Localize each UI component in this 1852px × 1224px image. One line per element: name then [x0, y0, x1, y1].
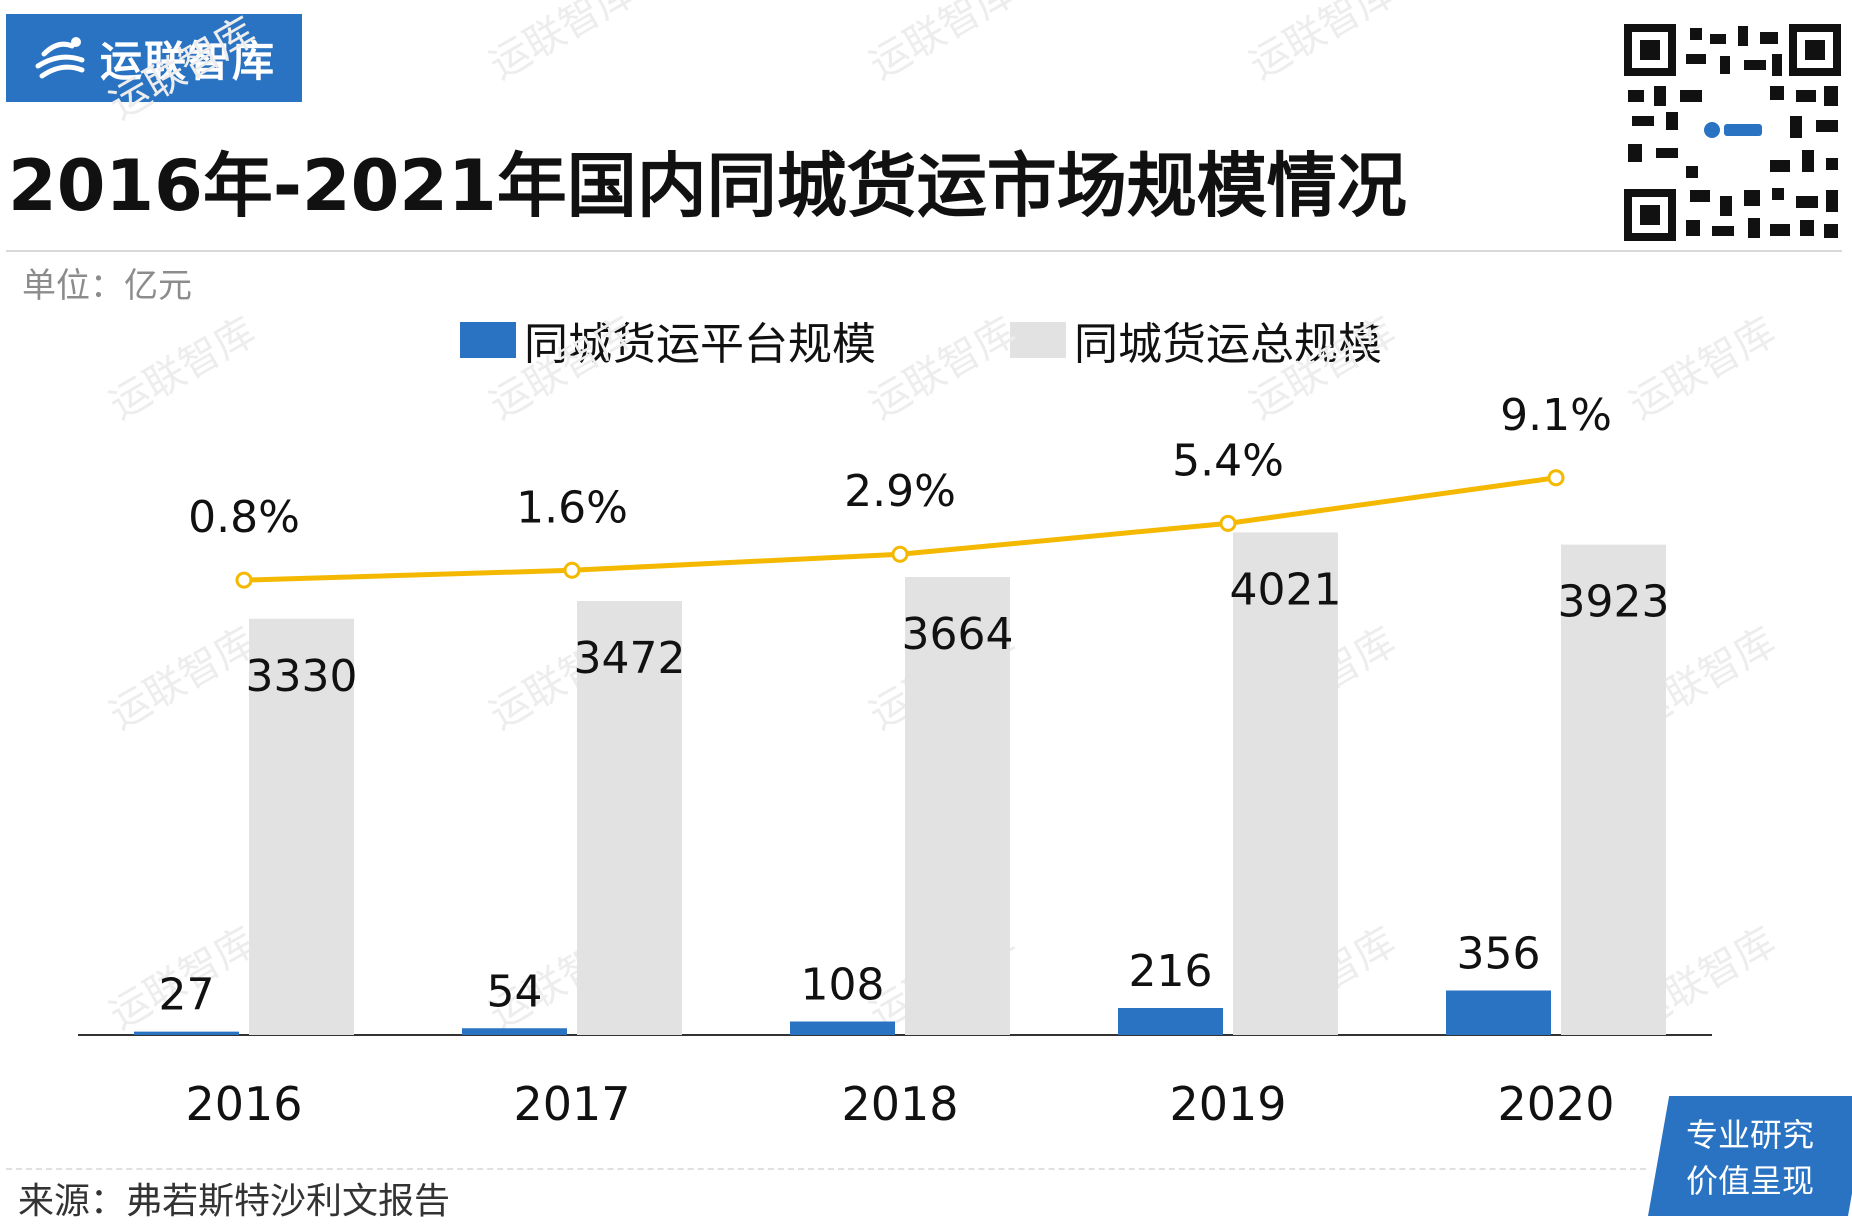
- penetration-label-2016: 0.8%: [188, 492, 300, 543]
- penetration-point-2018: [891, 545, 909, 563]
- label-platform-2018: 108: [801, 960, 885, 1011]
- legend-label-total: 同城货运总规模: [1074, 319, 1382, 370]
- x-tick-2020: 2020: [1497, 1077, 1614, 1131]
- bar-total-2017: [577, 601, 682, 1035]
- bar-total-2016: [249, 618, 354, 1035]
- penetration-label-2019: 5.4%: [1172, 435, 1284, 486]
- bar-platform-2019: [1118, 1008, 1223, 1035]
- page-title: 2016年-2021年国内同城货运市场规模情况: [8, 145, 1407, 227]
- watermark-text-1: 运联智库: [482, 0, 644, 89]
- penetration-label-2017: 1.6%: [516, 482, 628, 533]
- watermark-text-4: 运联智库: [102, 309, 264, 429]
- label-total-2019: 4021: [1230, 564, 1342, 615]
- x-tick-2016: 2016: [185, 1077, 302, 1131]
- unit-label: 单位：亿元: [22, 266, 192, 306]
- penetration-point-2016: [235, 571, 253, 589]
- label-platform-2016: 27: [159, 970, 215, 1021]
- label-platform-2020: 356: [1457, 929, 1541, 980]
- label-total-2020: 3923: [1558, 577, 1670, 628]
- brand-logo-icon: [35, 37, 85, 79]
- penetration-point-2020: [1547, 469, 1565, 487]
- title-divider: [6, 250, 1842, 252]
- bar-platform-2020: [1446, 990, 1551, 1035]
- label-platform-2017: 54: [487, 966, 543, 1017]
- qr-code-icon: [1620, 20, 1845, 245]
- penetration-label-2020: 9.1%: [1500, 390, 1612, 441]
- watermark-text-3: 运联智库: [1242, 0, 1404, 89]
- penetration-label-2018: 2.9%: [844, 466, 956, 517]
- penetration-point-2017: [563, 561, 581, 579]
- bar-total-2018: [905, 577, 1010, 1035]
- label-total-2018: 3664: [902, 609, 1014, 660]
- brand-name: 运联智库: [100, 36, 277, 86]
- slogan-line-2: 价值呈现: [1685, 1162, 1814, 1200]
- watermark-text-2: 运联智库: [862, 0, 1024, 89]
- legend-swatch-total: [1010, 322, 1066, 358]
- label-total-2016: 3330: [246, 651, 358, 702]
- brand-banner: 运联智库: [6, 14, 302, 102]
- label-platform-2019: 216: [1129, 946, 1213, 997]
- watermark-text-9: 运联智库: [102, 619, 264, 739]
- label-total-2017: 3472: [574, 633, 686, 684]
- source-text: 来源：弗若斯特沙利文报告: [18, 1181, 451, 1222]
- watermark-text-6: 运联智库: [862, 309, 1024, 429]
- x-tick-2019: 2019: [1169, 1077, 1286, 1131]
- watermark-text-8: 运联智库: [1622, 309, 1784, 429]
- bar-platform-2017: [462, 1028, 567, 1035]
- x-tick-2018: 2018: [841, 1077, 958, 1131]
- bar-total-2020: [1561, 544, 1666, 1035]
- x-tick-2017: 2017: [513, 1077, 630, 1131]
- bar-total-2019: [1233, 532, 1338, 1035]
- bottom-divider: [6, 1168, 1646, 1170]
- penetration-point-2019: [1219, 514, 1237, 532]
- slogan-line-1: 专业研究: [1685, 1116, 1814, 1154]
- bar-platform-2018: [790, 1021, 895, 1035]
- watermark-text-7: 运联智库: [1242, 309, 1404, 429]
- watermark-text-5: 运联智库: [482, 309, 644, 429]
- legend-item-total: 同城货运总规模: [1010, 312, 1382, 370]
- watermark-text-0: 运联智库: [102, 9, 264, 129]
- legend-swatch-platform: [460, 322, 516, 358]
- bar-platform-2016: [134, 1031, 239, 1035]
- slogan-text: 专业研究 价值呈现: [1660, 1112, 1840, 1204]
- legend-label-platform: 同城货运平台规模: [524, 319, 876, 370]
- legend-item-platform: 同城货运平台规模: [460, 312, 876, 370]
